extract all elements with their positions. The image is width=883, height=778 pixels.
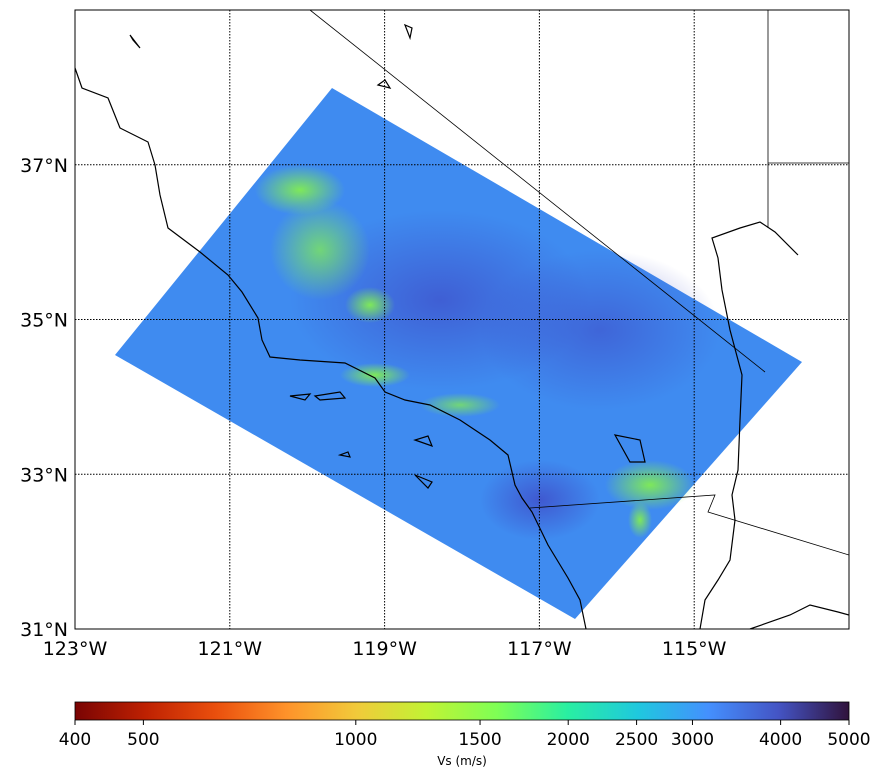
tick-labels: 123°W 121°W 119°W 117°W 115°W 31°N 33°N 35°N 37°… xyxy=(20,155,727,660)
colorbar-ticks: 400 500 1000 1500 2000 2500 3000 4000 5000 xyxy=(59,720,871,750)
colorbar-tick-label: 1000 xyxy=(334,730,377,750)
coastlines xyxy=(75,23,849,629)
colorbar xyxy=(74,701,850,721)
y-tick-label: 33°N xyxy=(20,464,68,486)
x-tick-label: 117°W xyxy=(507,638,572,660)
colorbar-tick-label: 2000 xyxy=(547,730,590,750)
colorbar-tick-label: 3000 xyxy=(671,730,714,750)
velocity-anomalies xyxy=(255,165,720,540)
x-tick-label: 121°W xyxy=(198,638,263,660)
x-tick-label: 115°W xyxy=(662,638,727,660)
map-area xyxy=(75,10,849,629)
colorbar-tick-label: 500 xyxy=(127,730,159,750)
colorbar-label: Vs (m/s) xyxy=(437,754,487,768)
map-frame xyxy=(74,9,850,630)
x-tick-label: 123°W xyxy=(43,638,108,660)
colorbar-tick-label: 2500 xyxy=(615,730,658,750)
colorbar-tick-label: 1500 xyxy=(458,730,501,750)
y-tick-label: 31°N xyxy=(20,619,68,641)
colorbar-tick-label: 4000 xyxy=(759,730,802,750)
borders xyxy=(309,10,849,556)
y-tick-label: 35°N xyxy=(20,310,68,332)
colorbar-tick-label: 5000 xyxy=(827,730,870,750)
x-tick-label: 119°W xyxy=(352,638,417,660)
y-tick-label: 37°N xyxy=(20,155,68,177)
colorbar-tick-label: 400 xyxy=(59,730,91,750)
